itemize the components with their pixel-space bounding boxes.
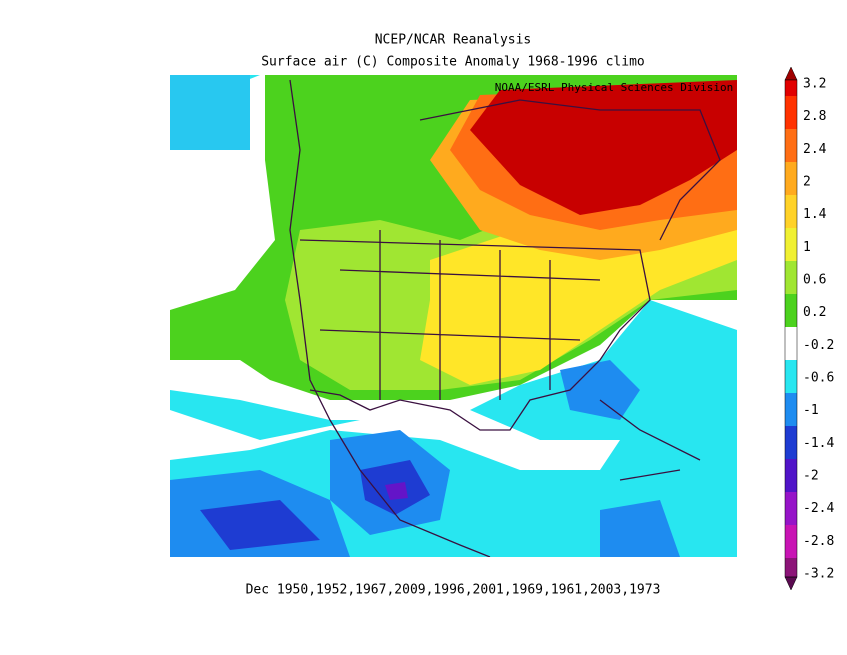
title: NCEP/NCAR Reanalysis xyxy=(375,33,532,48)
subtitle: Surface air (C) Composite Anomaly 1968-1… xyxy=(261,55,645,70)
colorbar-label: 2.4 xyxy=(803,142,827,157)
colorbar-label: -1 xyxy=(803,403,819,418)
colorbar-label: 0.6 xyxy=(803,273,826,288)
colorbar-label: 3.2 xyxy=(803,77,826,92)
colorbar-label: -0.2 xyxy=(803,338,834,353)
colorbar-label: -3.2 xyxy=(803,567,834,582)
colorbar-label: 2.8 xyxy=(803,109,826,124)
colorbar xyxy=(784,66,798,591)
colorbar-label: 2 xyxy=(803,175,811,190)
map xyxy=(170,75,737,557)
colorbar-label: -2.4 xyxy=(803,501,834,516)
colorbar-label: 1.4 xyxy=(803,207,827,222)
colorbar-label: -0.6 xyxy=(803,371,834,386)
colorbar-label: 1 xyxy=(803,240,811,255)
colorbar-label: 0.2 xyxy=(803,305,826,320)
colorbar-label: -2 xyxy=(803,469,819,484)
footer: Dec 1950,1952,1967,2009,1996,2001,1969,1… xyxy=(246,583,661,598)
colorbar-label: -2.8 xyxy=(803,534,834,549)
attribution: NOAA/ESRL Physical Sciences Division xyxy=(495,81,733,94)
colorbar-label: -1.4 xyxy=(803,436,834,451)
